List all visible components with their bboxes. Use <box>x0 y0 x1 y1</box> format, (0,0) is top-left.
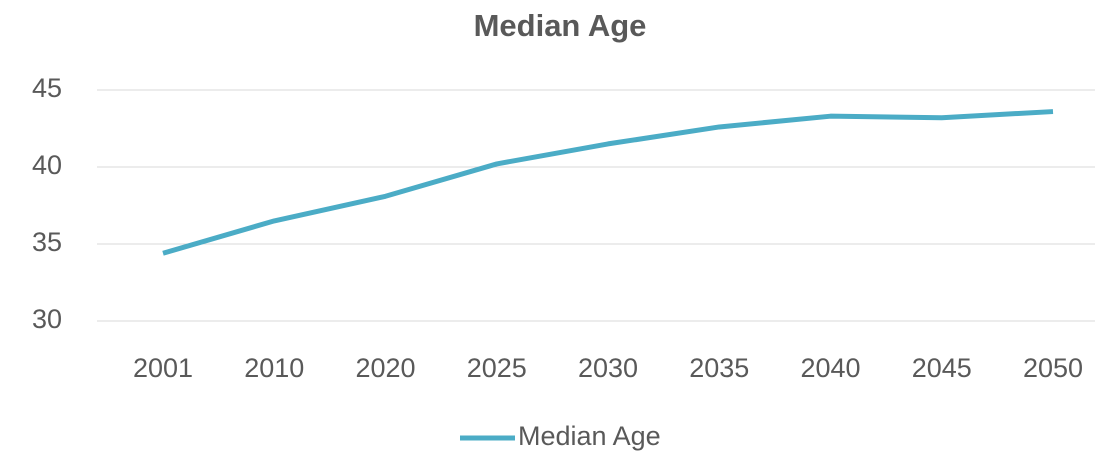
x-tick-label: 2050 <box>1023 353 1083 383</box>
x-tick-label: 2001 <box>133 353 193 383</box>
x-tick-label: 2040 <box>800 353 860 383</box>
y-tick-label: 35 <box>32 227 62 257</box>
x-tick-label: 2020 <box>355 353 415 383</box>
x-tick-label: 2045 <box>912 353 972 383</box>
y-tick-label: 40 <box>32 150 62 180</box>
chart-title: Median Age <box>474 8 647 43</box>
x-tick-label: 2035 <box>689 353 749 383</box>
y-tick-label: 30 <box>32 304 62 334</box>
x-tick-label: 2030 <box>578 353 638 383</box>
y-tick-label: 45 <box>32 73 62 103</box>
line-series <box>162 109 1054 256</box>
x-tick-label: 2010 <box>244 353 304 383</box>
x-tick-label: 2025 <box>467 353 527 383</box>
legend-label: Median Age <box>518 421 661 451</box>
